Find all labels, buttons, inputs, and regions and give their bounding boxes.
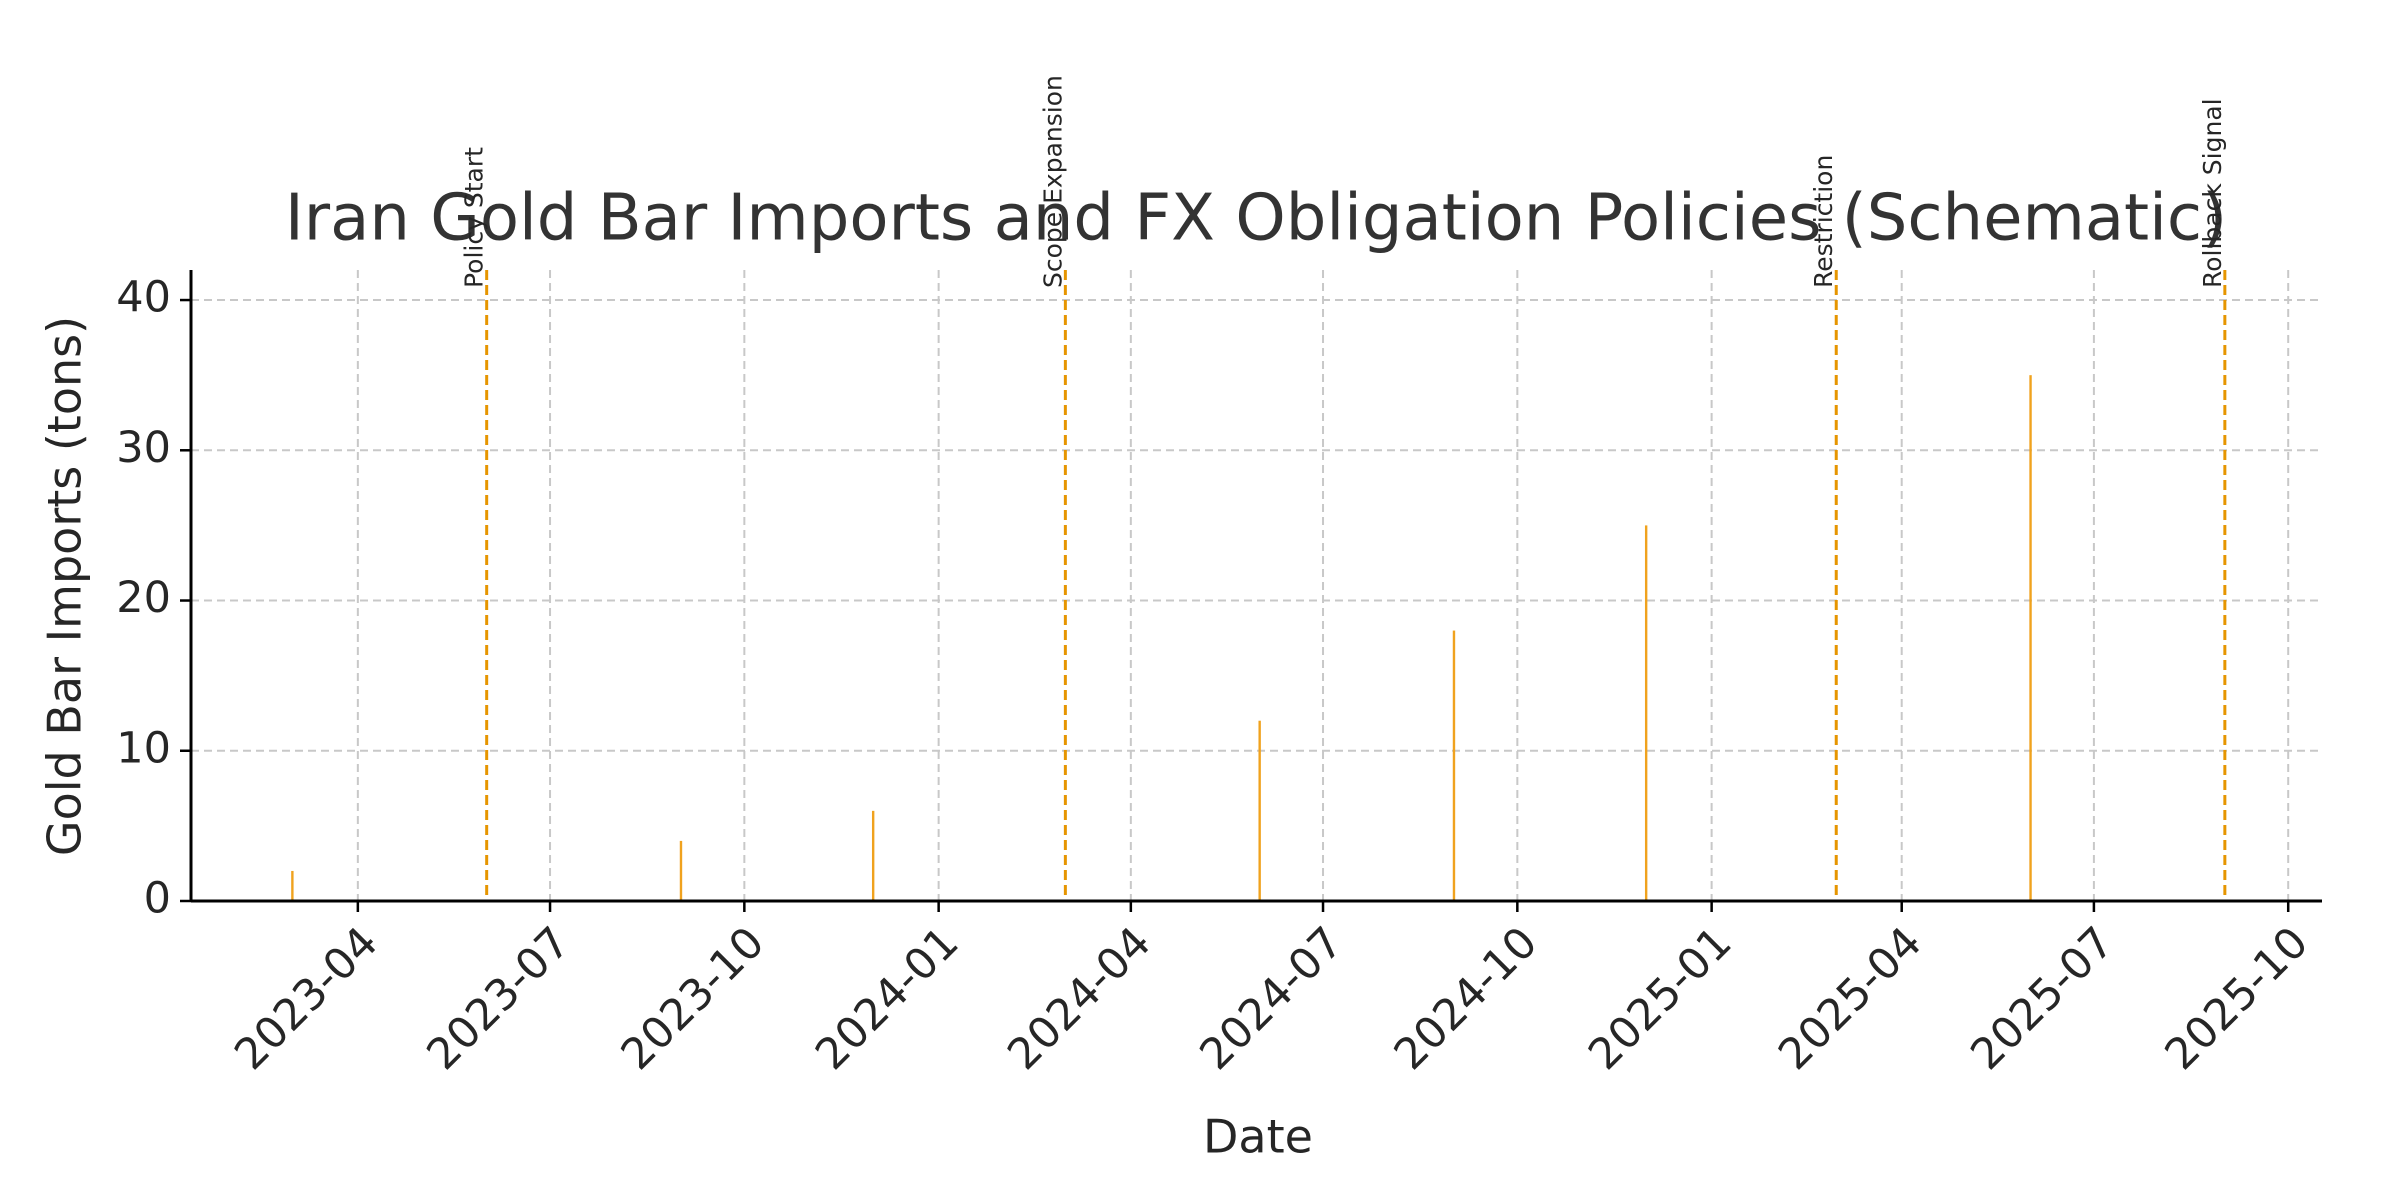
chart-title: Iran Gold Bar Imports and FX Obligation … — [285, 182, 2227, 256]
bar — [2029, 375, 2032, 902]
y-tick-label: 30 — [116, 423, 171, 473]
bar — [1452, 630, 1456, 901]
x-tick-label: 2024-07 — [1191, 918, 1353, 1080]
bar — [291, 870, 294, 901]
y-tick-label: 0 — [144, 874, 171, 924]
event-label: Scope Expansion — [1038, 75, 1067, 288]
y-tick-label: 10 — [116, 723, 171, 773]
x-tick-label: 2025-01 — [1579, 918, 1741, 1080]
x-tick-label: 2024-01 — [806, 918, 968, 1080]
x-tick-label: 2025-07 — [1961, 918, 2123, 1080]
bar — [1644, 525, 1648, 901]
y-tick-label: 40 — [116, 273, 171, 323]
event-label: Rollback Signal — [2198, 98, 2227, 288]
x-tick-label: 2024-04 — [998, 918, 1160, 1080]
x-tick-label: 2025-04 — [1769, 918, 1931, 1080]
y-axis-label: Gold Bar Imports (tons) — [38, 316, 92, 856]
event-label: Policy Start — [460, 147, 489, 288]
x-tick-label: 2023-04 — [225, 918, 387, 1080]
event-label: Restriction — [1809, 155, 1838, 288]
x-axis-label: Date — [1203, 1110, 1313, 1164]
x-tick-label: 2024-10 — [1385, 918, 1547, 1080]
bar — [871, 810, 875, 901]
bar — [1258, 720, 1261, 901]
x-tick-label: 2023-07 — [418, 918, 580, 1080]
x-tick-label: 2023-10 — [612, 918, 774, 1080]
y-tick-label: 20 — [116, 573, 171, 623]
bar — [679, 840, 683, 901]
x-tick-label: 2025-10 — [2156, 918, 2318, 1080]
